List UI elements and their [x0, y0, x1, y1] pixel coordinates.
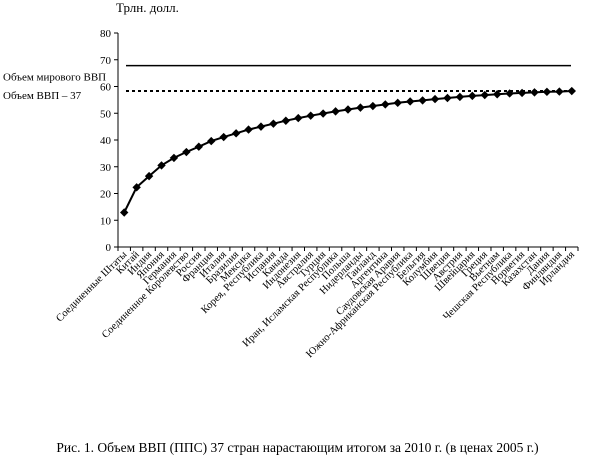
- data-point: [530, 88, 539, 97]
- data-point: [555, 87, 564, 96]
- data-point: [306, 111, 315, 120]
- data-point: [194, 142, 204, 151]
- y-tick-label: 10: [100, 215, 112, 227]
- data-point: [443, 93, 452, 103]
- data-point: [244, 125, 253, 134]
- data-point: [219, 132, 228, 142]
- y-tick-label: 60: [100, 82, 112, 94]
- y-tick-label: 50: [100, 108, 112, 120]
- data-point: [207, 136, 216, 146]
- data-point: [542, 87, 552, 97]
- data-point: [343, 105, 353, 114]
- data-point: [318, 109, 328, 118]
- data-point: [505, 89, 514, 98]
- series: [120, 86, 576, 217]
- data-point: [294, 113, 303, 123]
- data-point: [468, 91, 477, 101]
- data-point: [182, 147, 191, 157]
- data-point: [492, 90, 502, 99]
- data-point: [430, 94, 440, 104]
- data-point: [567, 86, 576, 96]
- data-point: [517, 88, 527, 98]
- y-tick-label: 80: [100, 28, 112, 40]
- data-point: [393, 98, 402, 108]
- data-point: [144, 171, 154, 181]
- x-tick-label: Соединенные Штаты: [54, 249, 129, 324]
- data-point: [331, 107, 340, 116]
- reference-label-world: Объем мирового ВВП: [3, 72, 106, 84]
- data-point: [132, 183, 141, 192]
- y-tick-label: 20: [100, 189, 112, 201]
- data-point: [381, 100, 390, 109]
- data-point: [356, 103, 365, 112]
- y-axis-label: Трлн. долл.: [116, 0, 179, 15]
- data-point: [169, 153, 179, 163]
- data-point: [405, 97, 415, 106]
- chart: 0 10 20 30 40 50 60 70 80 Соединенные ШтатыКитай…: [3, 0, 579, 360]
- data-point: [157, 161, 166, 170]
- y-tick-label: 30: [100, 162, 112, 174]
- y-tick-label: 40: [100, 135, 112, 147]
- x-ticks: Соединенные ШтатыКитайИндияЯпонияГермани…: [54, 247, 579, 360]
- data-point: [269, 119, 278, 128]
- y-ticks: 0 10 20 30 40 50 60 70 80: [100, 28, 118, 254]
- y-tick-label: 0: [106, 242, 112, 254]
- data-point: [281, 116, 291, 125]
- data-point: [120, 208, 129, 217]
- y-tick-label: 70: [100, 55, 112, 67]
- data-point: [480, 90, 489, 100]
- data-point: [256, 122, 266, 131]
- data-point: [455, 92, 465, 102]
- reference-label-37: Объем ВВП – 37: [3, 90, 82, 102]
- data-point: [231, 129, 241, 138]
- reference-lines: Объем мирового ВВП Объем ВВП – 37: [3, 64, 571, 102]
- figure-caption: Рис. 1. Объем ВВП (ППС) 37 стран нараста…: [56, 440, 539, 455]
- data-point: [368, 101, 378, 111]
- data-point: [418, 96, 427, 105]
